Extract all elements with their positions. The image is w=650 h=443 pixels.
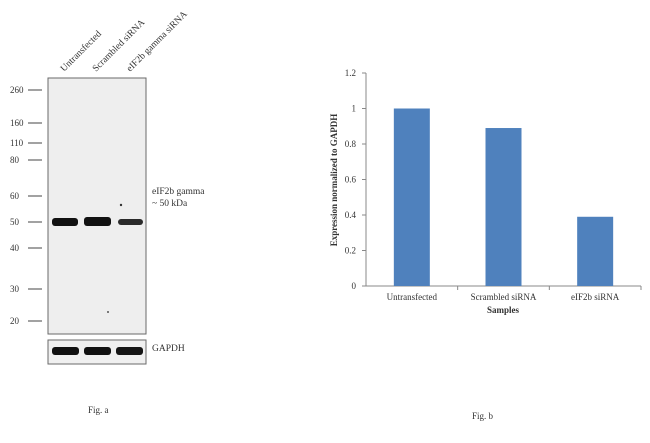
bar <box>393 108 430 286</box>
gapdh-band-untransfected <box>52 347 79 355</box>
y-tick-label: 1 <box>352 104 357 114</box>
y-tick-label: 0.6 <box>345 175 357 185</box>
bars <box>393 108 614 286</box>
caption-fig-b: Fig. b <box>472 411 494 421</box>
y-axis-label: Expression normalized to GAPDH <box>329 114 339 247</box>
x-tick-label: Untransfected <box>387 292 438 302</box>
y-tick-label: 0.8 <box>345 139 357 149</box>
gapdh-band-scrambled-sirna <box>84 347 111 355</box>
blot-membrane <box>47 77 147 335</box>
y-tick-label: 0 <box>352 281 357 291</box>
x-tick-label: Scrambled siRNA <box>471 292 537 302</box>
y-tick-label: 1.2 <box>345 68 356 78</box>
bar <box>577 216 614 286</box>
gapdh-label: GAPDH <box>152 344 185 354</box>
western-blot-panel: Untransfected Scrambled siRNA eIF2b gamm… <box>10 9 205 415</box>
marker-ladder: 260 160 110 80 60 50 40 30 20 <box>10 85 42 326</box>
lane-label-eif2b-gamma-sirna: eIF2b gamma siRNA <box>125 9 190 74</box>
band-untransfected <box>52 218 78 226</box>
marker-label: 260 <box>10 85 24 95</box>
y-tick-label: 0.2 <box>345 246 356 256</box>
bar <box>485 128 522 286</box>
x-axis-label: Samples <box>487 305 520 315</box>
x-tick-labels: Untransfected Scrambled siRNA eIF2b siRNA <box>387 286 642 302</box>
caption-fig-a: Fig. a <box>88 405 109 415</box>
band-label-line2: ~ 50 kDa <box>152 199 188 209</box>
marker-label: 40 <box>10 243 20 253</box>
marker-label: 50 <box>10 217 20 227</box>
marker-label: 20 <box>10 316 20 326</box>
y-ticks: 0 0.2 0.4 0.6 0.8 1 1.2 <box>345 68 366 291</box>
blot-speck <box>107 311 109 313</box>
bar-chart: 0 0.2 0.4 0.6 0.8 1 1.2 Untransfected Scrambled… <box>329 68 642 315</box>
y-tick-label: 0.4 <box>345 210 357 220</box>
marker-label: 80 <box>10 155 20 165</box>
marker-label: 110 <box>10 138 24 148</box>
marker-label: 160 <box>10 118 24 128</box>
blot-speck <box>119 203 123 207</box>
band-scrambled-sirna <box>84 217 111 226</box>
x-tick-label: eIF2b siRNA <box>571 292 620 302</box>
band-label-line1: eIF2b gamma <box>152 187 205 197</box>
marker-label: 60 <box>10 191 20 201</box>
gapdh-band-eif2b-sirna <box>116 347 143 355</box>
marker-label: 30 <box>10 284 20 294</box>
band-eif2b-sirna <box>118 219 143 225</box>
